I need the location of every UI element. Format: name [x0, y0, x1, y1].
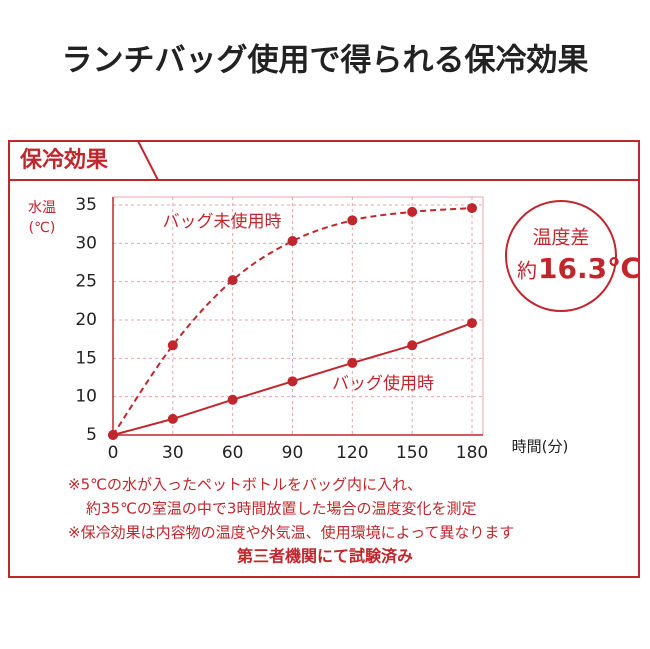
plot-frame: [112, 196, 484, 436]
data-point: [467, 203, 477, 214]
difference-badge: [505, 200, 617, 312]
x-tick-label: 90: [282, 443, 304, 463]
series-label: バッグ未使用時: [163, 211, 282, 232]
note: ※保冷効果は内容物の温度や外気温、使用環境によって異なります: [68, 524, 514, 542]
difference-label: 温度差: [532, 227, 589, 249]
data-point: [407, 340, 418, 351]
data-point: [347, 357, 358, 368]
y-tick-label: 15: [75, 348, 97, 368]
note-emphasis: 第三者機関にて試験済み: [236, 547, 413, 566]
y-axis-title: 水温: [28, 200, 56, 216]
x-tick-label: 60: [222, 443, 244, 463]
y-tick-label: 30: [75, 233, 97, 253]
x-tick-label: 180: [456, 443, 488, 463]
panel-label: 保冷効果: [19, 148, 108, 173]
x-tick-label: 0: [108, 443, 119, 463]
note: ※5℃の水が入ったペットボトルをバッグ内に入れ、: [68, 476, 422, 494]
x-tick-label: 150: [396, 443, 428, 463]
panel-frame: [8, 140, 640, 578]
y-tick-label: 20: [75, 310, 97, 330]
data-point: [347, 215, 358, 226]
page-title: ランチバッグ使用で得られる保冷効果: [62, 43, 589, 79]
data-point: [108, 430, 118, 440]
y-tick-label: 10: [75, 387, 97, 407]
y-tick-label: 25: [75, 272, 97, 292]
x-axis-title: 時間(分): [512, 438, 569, 456]
data-point: [287, 236, 298, 247]
data-point: [167, 413, 178, 424]
data-point: [407, 206, 418, 217]
data-point: [287, 376, 298, 387]
y-axis-title: (℃): [29, 220, 56, 236]
data-point: [167, 340, 178, 351]
x-tick-label: 30: [162, 443, 184, 463]
difference-prefix: 約: [517, 259, 537, 283]
x-tick-label: 120: [336, 443, 368, 463]
y-tick-label: 5: [86, 425, 97, 445]
data-point: [227, 275, 238, 286]
series-label: バッグ使用時: [332, 373, 434, 394]
note: 約35℃の室温の中で3時間放置した場合の温度変化を測定: [86, 500, 476, 518]
data-point: [227, 394, 238, 405]
data-point: [467, 318, 477, 329]
y-tick-label: 35: [75, 195, 97, 215]
difference-value: 16.3℃: [538, 252, 641, 285]
